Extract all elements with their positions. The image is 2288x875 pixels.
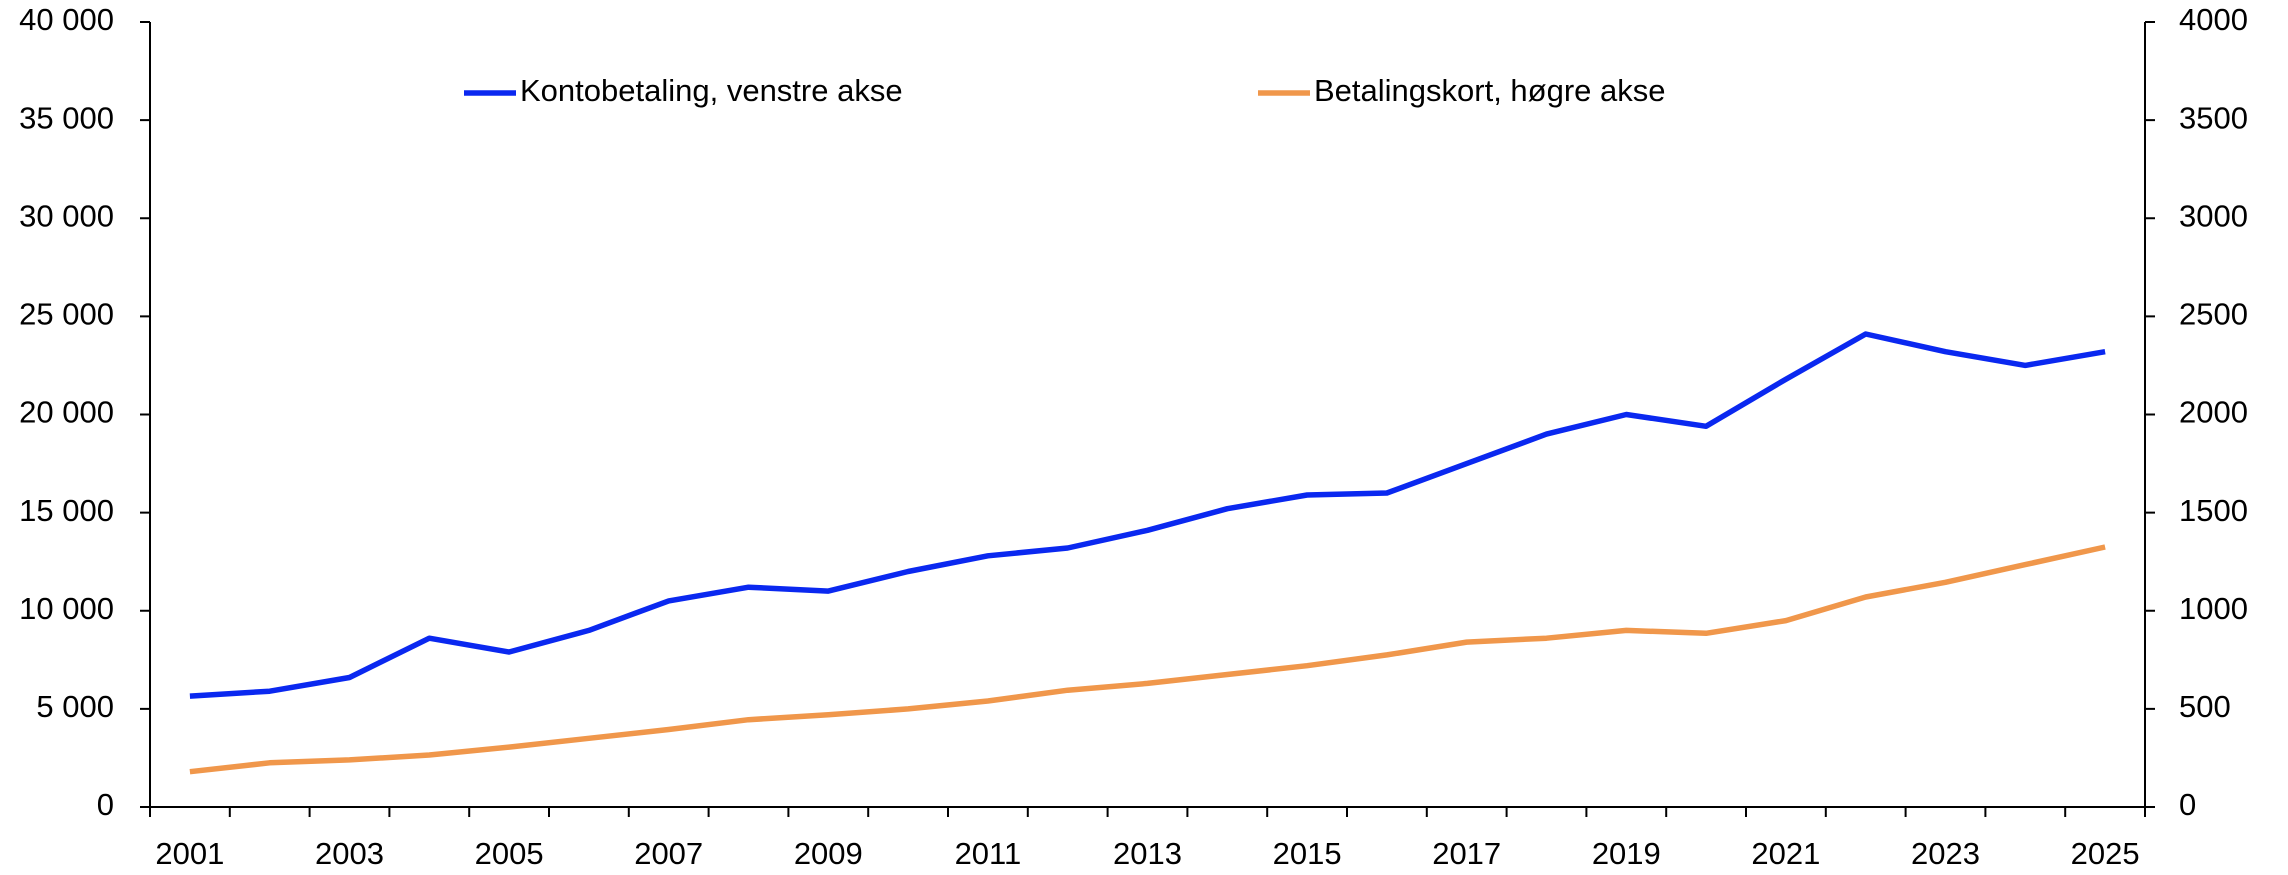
x-tick-label: 2005 bbox=[475, 836, 544, 871]
x-tick-label: 2023 bbox=[1911, 836, 1980, 871]
y2-tick-label: 1000 bbox=[2179, 591, 2248, 626]
y-tick-label: 0 bbox=[97, 787, 114, 822]
x-tick-label: 2011 bbox=[955, 836, 1022, 871]
y2-tick-label: 1500 bbox=[2179, 493, 2248, 528]
y-tick-label: 20 000 bbox=[19, 395, 114, 430]
x-tick-label: 2015 bbox=[1273, 836, 1342, 871]
y-tick-label: 40 000 bbox=[19, 2, 114, 37]
x-tick-label: 2013 bbox=[1113, 836, 1182, 871]
x-tick-label: 2017 bbox=[1432, 836, 1501, 871]
y2-tick-label: 3000 bbox=[2179, 198, 2248, 233]
y-tick-label: 25 000 bbox=[19, 297, 114, 332]
y2-tick-label: 500 bbox=[2179, 689, 2231, 724]
y2-tick-label: 2000 bbox=[2179, 395, 2248, 430]
y-tick-label: 10 000 bbox=[19, 591, 114, 626]
x-tick-label: 2009 bbox=[794, 836, 863, 871]
x-tick-label: 2025 bbox=[2071, 836, 2140, 871]
legend-label: Betalingskort, høgre akse bbox=[1314, 73, 1666, 108]
y2-tick-label: 3500 bbox=[2179, 100, 2248, 135]
x-tick-label: 2001 bbox=[155, 836, 224, 871]
legend-label: Kontobetaling, venstre akse bbox=[520, 73, 903, 108]
series-line bbox=[189, 544, 2106, 775]
x-tick-label: 2007 bbox=[634, 836, 703, 871]
y-tick-label: 35 000 bbox=[19, 100, 114, 135]
y2-tick-label: 4000 bbox=[2179, 2, 2248, 37]
x-tick-label: 2021 bbox=[1751, 836, 1820, 871]
y2-tick-label: 0 bbox=[2179, 787, 2196, 822]
y-tick-label: 15 000 bbox=[19, 493, 114, 528]
x-tick-label: 2003 bbox=[315, 836, 384, 871]
y-tick-label: 5 000 bbox=[36, 689, 114, 724]
x-tick-label: 2019 bbox=[1592, 836, 1661, 871]
series-line bbox=[189, 331, 2106, 699]
y-tick-label: 30 000 bbox=[19, 198, 114, 233]
y2-tick-label: 2500 bbox=[2179, 297, 2248, 332]
